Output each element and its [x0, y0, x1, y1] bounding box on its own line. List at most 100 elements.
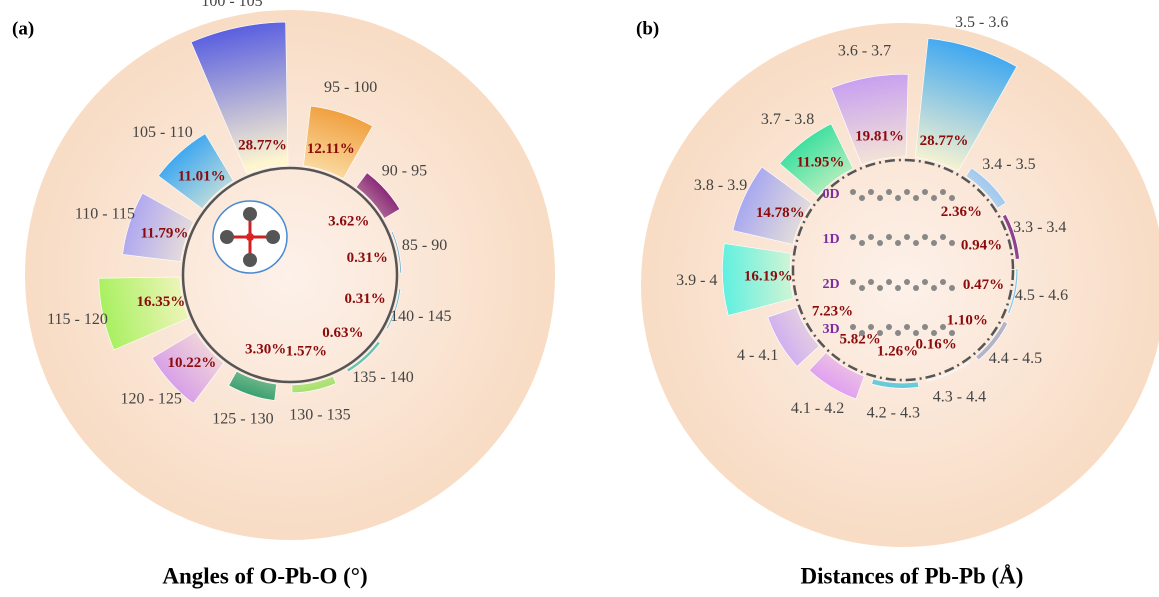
panel-label: (a)	[12, 18, 34, 39]
category-label: 4.1 - 4.2	[791, 400, 844, 417]
structure-atom	[949, 285, 955, 291]
category-label: 3.9 - 4	[676, 272, 717, 289]
value-label: 0.63%	[322, 325, 363, 341]
chart: (a) (b) Angles of O-Pb-O (°) Distances o…	[0, 0, 1159, 597]
structure-atom	[913, 195, 919, 201]
structure-atom	[886, 234, 892, 240]
structure-atom	[877, 240, 883, 246]
category-label: 110 - 115	[75, 206, 135, 223]
structure-atom	[895, 195, 901, 201]
value-label: 10.22%	[168, 355, 217, 371]
structure-atom	[850, 279, 856, 285]
value-label: 0.47%	[963, 277, 1004, 293]
category-label: 3.4 - 3.5	[982, 156, 1035, 173]
inner-label: 2D	[822, 277, 839, 292]
structure-atom	[949, 330, 955, 336]
value-label: 2.36%	[941, 204, 982, 220]
inner-label: 0D	[822, 187, 839, 202]
category-label: 4.4 - 4.5	[989, 350, 1042, 367]
category-label: 100 - 105	[201, 0, 262, 10]
structure-atom	[868, 279, 874, 285]
structure-atom	[904, 189, 910, 195]
structure-atom	[859, 330, 865, 336]
value-label: 1.57%	[286, 344, 327, 360]
value-label: 19.81%	[855, 128, 904, 144]
inner-label: 3D	[822, 322, 839, 337]
structure-atom	[904, 324, 910, 330]
value-label: 0.31%	[345, 291, 386, 307]
category-label: 4.5 - 4.6	[1015, 287, 1068, 304]
structure-atom	[940, 234, 946, 240]
category-label: 140 - 145	[390, 308, 451, 325]
structure-atom	[895, 330, 901, 336]
structure-atom	[940, 189, 946, 195]
category-label: 85 - 90	[402, 237, 447, 254]
structure-atom	[913, 285, 919, 291]
structure-atom	[931, 195, 937, 201]
structure-atom	[922, 279, 928, 285]
structure-atom	[913, 330, 919, 336]
value-label: 28.77%	[920, 133, 969, 149]
structure-atom	[922, 324, 928, 330]
structure-atom	[913, 240, 919, 246]
category-label: 95 - 100	[324, 79, 377, 96]
structure-atom	[949, 195, 955, 201]
value-label: 1.10%	[947, 312, 988, 328]
category-label: 4.2 - 4.3	[867, 405, 920, 422]
axis-title: Distances of Pb-Pb (Å)	[801, 563, 1024, 588]
category-label: 120 - 125	[121, 391, 182, 408]
structure-atom	[886, 324, 892, 330]
category-label: 115 - 120	[47, 311, 108, 328]
structure-atom	[868, 324, 874, 330]
category-label: 135 - 140	[352, 369, 413, 386]
structure-atom	[895, 285, 901, 291]
category-label: 3.3 - 3.4	[1013, 219, 1066, 236]
value-label: 11.01%	[178, 168, 226, 184]
category-label: 4 - 4.1	[737, 347, 778, 364]
value-label: 11.95%	[796, 155, 844, 171]
structure-atom	[931, 240, 937, 246]
structure-atom	[922, 234, 928, 240]
structure-atom	[940, 324, 946, 330]
structure-atom	[904, 279, 910, 285]
value-label: 3.30%	[245, 342, 286, 358]
value-label: 1.26%	[877, 343, 918, 359]
structure-atom	[931, 330, 937, 336]
panel-label: (b)	[636, 18, 659, 39]
value-label: 0.94%	[961, 238, 1002, 254]
value-label: 14.78%	[756, 205, 805, 221]
structure-atom	[859, 195, 865, 201]
value-label: 12.11%	[307, 141, 355, 157]
value-label: 0.31%	[347, 250, 388, 266]
category-label: 3.5 - 3.6	[955, 14, 1008, 31]
structure-atom	[949, 240, 955, 246]
structure-atom	[886, 279, 892, 285]
structure-atom	[868, 234, 874, 240]
molecule-icon	[213, 201, 287, 273]
structure-atom	[877, 330, 883, 336]
value-label: 11.79%	[140, 226, 188, 242]
axis-title: Angles of O-Pb-O (°)	[162, 563, 367, 588]
category-label: 3.6 - 3.7	[838, 42, 891, 59]
value-label: 3.62%	[328, 214, 369, 230]
background-disk	[25, 10, 555, 540]
category-label: 3.8 - 3.9	[694, 177, 747, 194]
category-label: 3.7 - 3.8	[761, 111, 814, 128]
structure-atom	[931, 285, 937, 291]
structure-atom	[904, 234, 910, 240]
inner-label: 1D	[822, 232, 839, 247]
category-label: 125 - 130	[212, 411, 273, 428]
value-label: 0.16%	[916, 336, 957, 352]
value-label: 16.35%	[137, 294, 186, 310]
structure-atom	[922, 189, 928, 195]
category-label: 130 - 135	[289, 406, 350, 423]
structure-atom	[877, 195, 883, 201]
category-label: 90 - 95	[382, 163, 427, 180]
structure-atom	[850, 189, 856, 195]
structure-atom	[940, 279, 946, 285]
structure-atom	[868, 189, 874, 195]
value-label: 28.77%	[238, 137, 287, 153]
value-label: 16.19%	[744, 269, 793, 285]
value-label: 7.23%	[812, 303, 853, 319]
structure-atom	[877, 285, 883, 291]
